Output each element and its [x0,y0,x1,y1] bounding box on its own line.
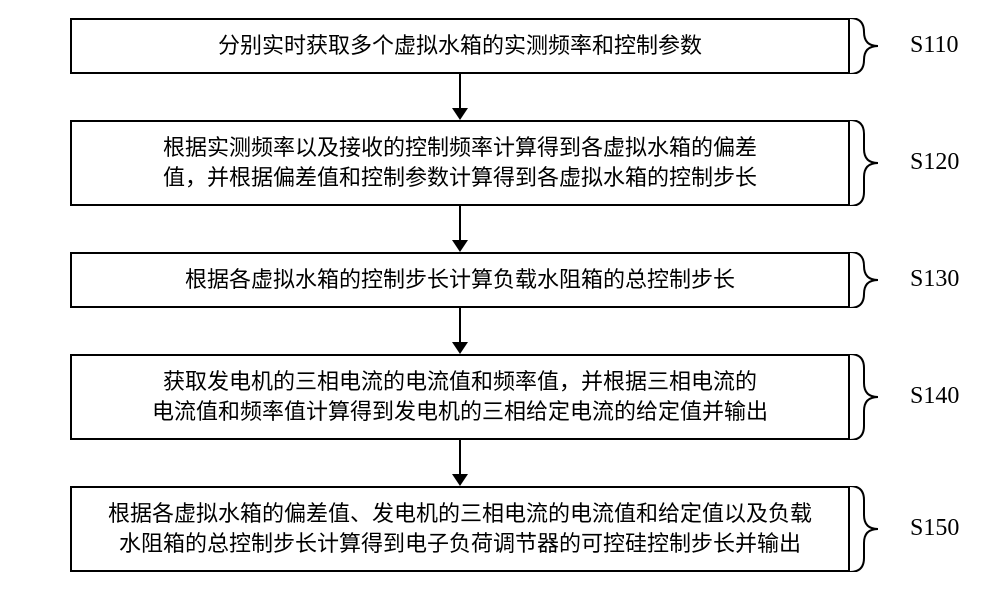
step-bracket [850,486,890,572]
step-label-s120: S120 [910,149,959,176]
step-label-s110: S110 [910,32,958,59]
flow-step-text: 根据各虚拟水箱的控制步长计算负载水阻箱的总控制步长 [185,265,735,295]
flow-step-text: 分别实时获取多个虚拟水箱的实测频率和控制参数 [218,31,702,61]
flowchart-canvas: 分别实时获取多个虚拟水箱的实测频率和控制参数 S110 根据实测频率以及接收的控制频… [0,0,1000,608]
flow-arrow [452,440,468,486]
step-label-s130: S130 [910,266,959,293]
step-bracket [850,120,890,206]
flow-arrow [452,206,468,252]
flow-step-s150: 根据各虚拟水箱的偏差值、发电机的三相电流的电流值和给定值以及负载水阻箱的总控制步… [70,486,850,572]
flow-step-text: 根据实测频率以及接收的控制频率计算得到各虚拟水箱的偏差 [163,133,757,163]
step-label-s140: S140 [910,383,959,410]
step-label-s150: S150 [910,515,959,542]
flow-step-text: 水阻箱的总控制步长计算得到电子负荷调节器的可控硅控制步长并输出 [119,529,801,559]
flow-step-text: 根据各虚拟水箱的偏差值、发电机的三相电流的电流值和给定值以及负载 [108,499,812,529]
flow-arrow [452,74,468,120]
flow-step-text: 获取发电机的三相电流的电流值和频率值，并根据三相电流的 [163,367,757,397]
step-bracket [850,354,890,440]
flow-step-s120: 根据实测频率以及接收的控制频率计算得到各虚拟水箱的偏差值，并根据偏差值和控制参数… [70,120,850,206]
flow-step-text: 值，并根据偏差值和控制参数计算得到各虚拟水箱的控制步长 [163,163,757,193]
step-bracket [850,18,890,74]
flow-step-s130: 根据各虚拟水箱的控制步长计算负载水阻箱的总控制步长 [70,252,850,308]
flow-arrow [452,308,468,354]
flow-step-text: 电流值和频率值计算得到发电机的三相给定电流的给定值并输出 [152,397,768,427]
step-bracket [850,252,890,308]
flow-step-s140: 获取发电机的三相电流的电流值和频率值，并根据三相电流的电流值和频率值计算得到发电… [70,354,850,440]
flow-step-s110: 分别实时获取多个虚拟水箱的实测频率和控制参数 [70,18,850,74]
